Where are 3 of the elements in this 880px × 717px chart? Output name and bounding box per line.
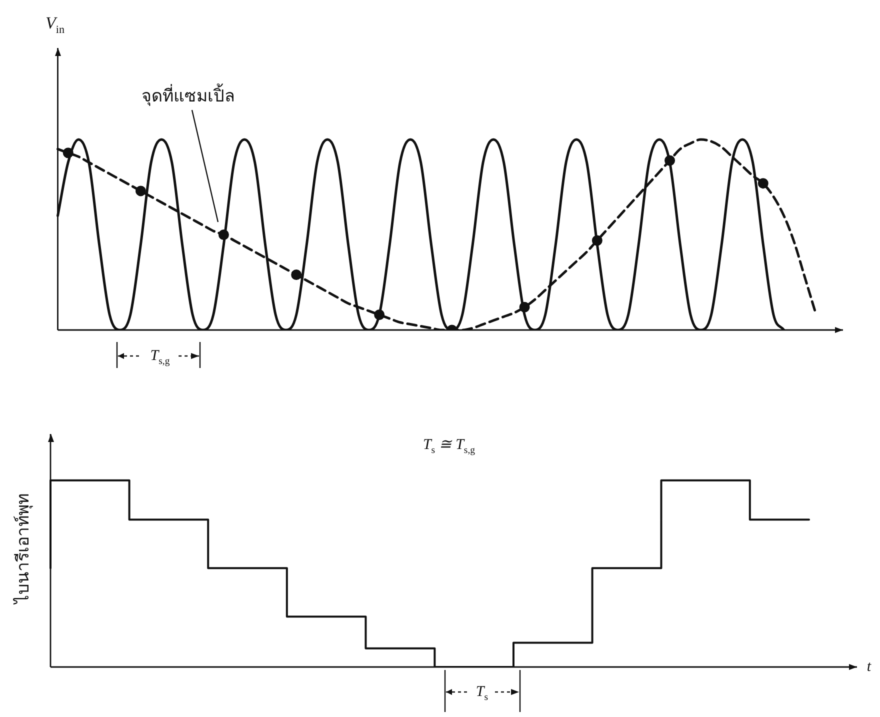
y-axis-title: ไบนารีเอาท์พุท: [12, 494, 34, 606]
text: จุดที่แซมเปิ้ล: [142, 83, 234, 106]
x-axis-title: t: [866, 658, 872, 675]
